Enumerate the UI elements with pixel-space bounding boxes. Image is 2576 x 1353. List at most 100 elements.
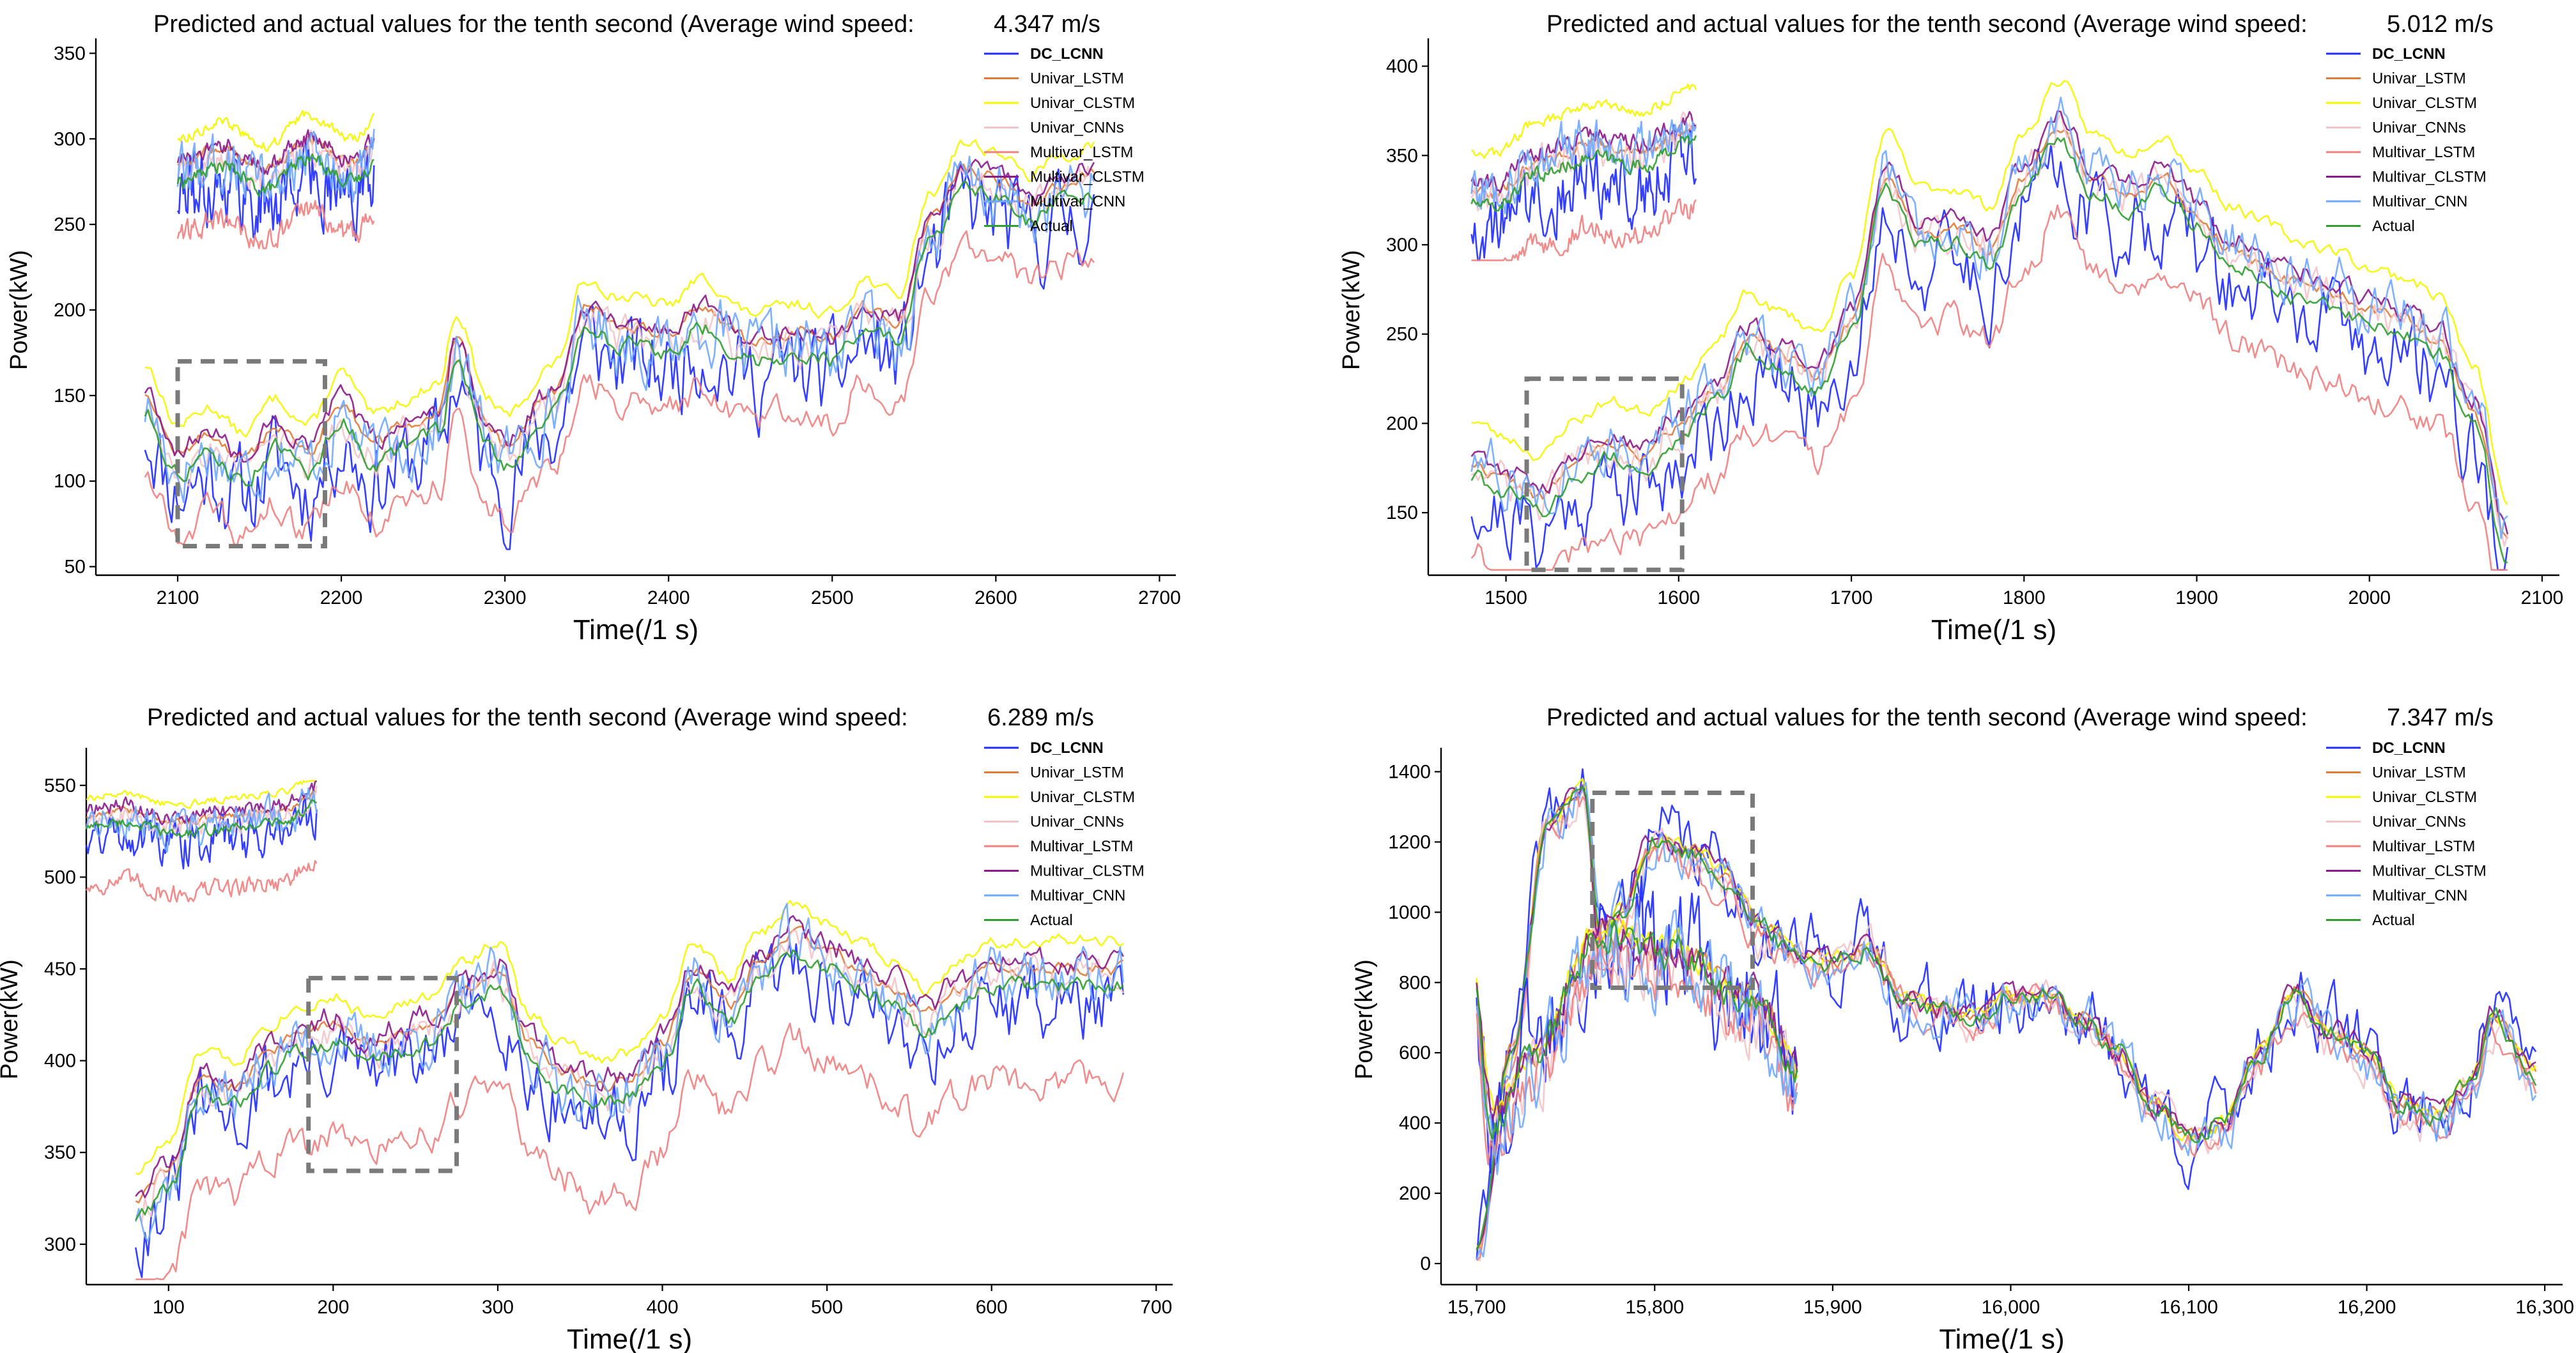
series-line-actual (144, 180, 1095, 487)
y-tick-label: 200 (1399, 1183, 1431, 1204)
legend-label: Univar_LSTM (2372, 764, 2466, 782)
series-line-multivar-lstm (1470, 204, 2508, 571)
x-axis-label: Time(/1 s) (1939, 1324, 2064, 1353)
inset-line-actual (176, 153, 374, 197)
legend-label: Multivar_CLSTM (2372, 863, 2487, 880)
x-tick-label: 2100 (157, 587, 199, 608)
legend-label: Multivar_LSTM (1030, 144, 1133, 161)
legend-label: DC_LCNN (2372, 45, 2446, 63)
series-line-actual (1476, 785, 2537, 1251)
inset-line-multivar-lstm (1476, 929, 1798, 1166)
x-axis-label: Time(/1 s) (1931, 614, 2056, 646)
legend-label: Univar_CLSTM (2372, 789, 2477, 806)
legend-label: Multivar_LSTM (2372, 838, 2475, 855)
series-line-multivar-clstm (1470, 110, 2509, 535)
inset-line-univar-clstm (86, 780, 317, 809)
inset-line-multivar-clstm (85, 780, 318, 826)
series-line-univar-clstm (144, 139, 1095, 438)
legend-label: Multivar_CNN (2372, 887, 2467, 904)
zoom-box (1590, 790, 1755, 991)
zoom-inset-lines (176, 110, 375, 249)
x-tick-label: 300 (482, 1297, 514, 1318)
x-tick-label: 1800 (2003, 587, 2046, 608)
inset-line-multivar-cnn (1476, 908, 1798, 1175)
y-tick-label: 300 (44, 1234, 76, 1255)
legend-label: Univar_LSTM (1030, 70, 1124, 88)
x-axis-label: Time(/1 s) (567, 1324, 692, 1353)
y-tick-label: 1200 (1388, 831, 1431, 853)
legend-label: Univar_LSTM (2372, 70, 2466, 88)
x-tick-label: 16,000 (1982, 1297, 2040, 1318)
x-tick-label: 500 (811, 1297, 843, 1318)
legend: DC_LCNN Univar_LSTM Univar_CLSTM Univar_CNN… (984, 45, 1145, 235)
series-line-univar-cnns (135, 930, 1124, 1224)
legend-label: Univar_CLSTM (2372, 95, 2477, 112)
inset-line-univar-lstm (86, 789, 317, 826)
legend-label: Multivar_LSTM (2372, 144, 2475, 161)
series-line-univar-clstm (135, 900, 1124, 1175)
x-tick-label: 400 (646, 1297, 678, 1318)
legend-label: Multivar_CNN (2372, 193, 2467, 210)
y-tick-label: 550 (44, 775, 76, 796)
x-tick-label: 2100 (2521, 587, 2564, 608)
series-line-actual (135, 949, 1124, 1221)
series-line-multivar-cnn (1476, 782, 2537, 1260)
legend-label: Actual (1030, 912, 1073, 929)
y-tick-label: 400 (1399, 1113, 1431, 1134)
zoom-inset-lines (1470, 83, 1697, 261)
inset-line-univar-clstm (177, 110, 375, 152)
x-tick-label: 15,700 (1447, 1297, 1506, 1318)
y-tick-label: 400 (44, 1051, 76, 1072)
legend-label: DC_LCNN (1030, 739, 1104, 757)
legend-label: Univar_CLSTM (1030, 95, 1135, 112)
legend-label: Univar_CNNs (1030, 814, 1124, 831)
series-line-univar-lstm (135, 925, 1124, 1203)
chart-panel-3: Predicted and actual values for the tent… (0, 704, 1173, 1353)
legend: DC_LCNN Univar_LSTM Univar_CLSTM Univar_CNN… (2326, 739, 2487, 929)
legend-label: Univar_CNNs (2372, 814, 2466, 831)
legend: DC_LCNN Univar_LSTM Univar_CLSTM Univar_CNN… (984, 739, 1145, 929)
y-tick-label: 450 (44, 959, 76, 980)
y-tick-label: 500 (44, 867, 76, 888)
x-tick-label: 1700 (1830, 587, 1873, 608)
chart-title: Predicted and actual values for the tent… (153, 11, 914, 38)
y-axis-label: Power(kW) (6, 250, 33, 370)
x-tick-label: 1600 (1657, 587, 1700, 608)
y-tick-label: 600 (1399, 1042, 1431, 1063)
y-axis-label: Power(kW) (1338, 250, 1365, 370)
inset-line-dc-lcnn (1476, 876, 1798, 1174)
inset-line-multivar-cnn (85, 787, 318, 853)
legend: DC_LCNN Univar_LSTM Univar_CLSTM Univar_CNN… (2326, 45, 2487, 235)
inset-line-univar-cnns (1470, 111, 1697, 212)
series-line-univar-cnns (1476, 787, 2536, 1262)
chart-panel-4: Predicted and actual values for the tent… (1351, 704, 2574, 1353)
wind-speed-value: 5.012 m/s (2387, 11, 2494, 38)
y-tick-label: 1000 (1388, 902, 1431, 923)
x-tick-label: 16,300 (2515, 1297, 2574, 1318)
wind-speed-value: 4.347 m/s (994, 11, 1100, 38)
y-tick-label: 350 (1386, 145, 1418, 166)
y-tick-label: 1400 (1388, 761, 1431, 782)
y-tick-label: 250 (1386, 324, 1418, 345)
chart-title: Predicted and actual values for the tent… (1546, 11, 2308, 38)
legend-label: Multivar_CNN (1030, 193, 1125, 210)
inset-line-actual (85, 799, 317, 838)
y-tick-label: 350 (54, 43, 86, 64)
y-tick-label: 200 (1386, 413, 1418, 434)
y-tick-label: 300 (54, 128, 86, 150)
zoom-inset-lines (1476, 876, 1798, 1175)
series-line-multivar-clstm (1476, 785, 2536, 1250)
legend-label: Actual (2372, 912, 2415, 929)
y-tick-label: 300 (1386, 235, 1418, 256)
legend-label: Multivar_LSTM (1030, 838, 1133, 855)
x-tick-label: 15,800 (1625, 1297, 1684, 1318)
x-tick-label: 200 (317, 1297, 349, 1318)
legend-label: Multivar_CLSTM (1030, 863, 1145, 880)
wind-speed-value: 7.347 m/s (2387, 704, 2494, 731)
chart-title: Predicted and actual values for the tent… (147, 704, 908, 731)
zoom-box (306, 975, 459, 1173)
legend-label: DC_LCNN (1030, 45, 1104, 63)
series-line-multivar-clstm (144, 158, 1095, 463)
y-tick-label: 400 (1386, 56, 1418, 77)
legend-label: Multivar_CLSTM (1030, 169, 1145, 186)
